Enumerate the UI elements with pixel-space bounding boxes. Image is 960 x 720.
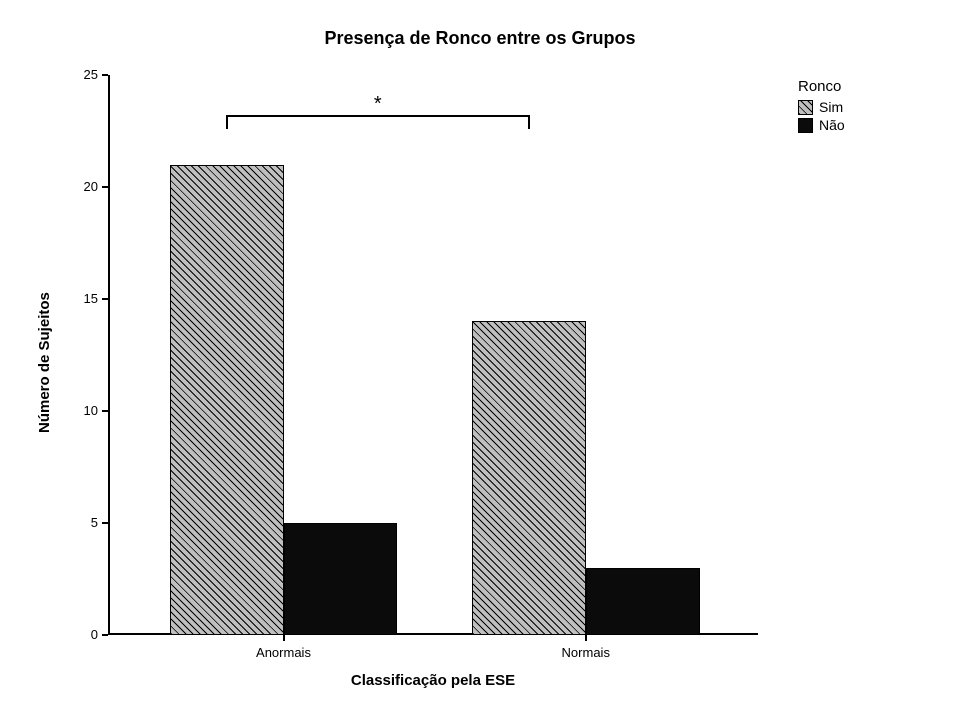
bar-normais-sim — [472, 321, 586, 635]
legend-swatch-sim — [798, 100, 813, 115]
y-tick-label: 0 — [58, 627, 98, 642]
significance-bracket-drop — [226, 115, 228, 129]
x-axis-label: Classificação pela ESE — [0, 672, 913, 689]
legend-swatch-nao — [798, 118, 813, 133]
bar-normais-nao — [586, 568, 700, 635]
legend: Ronco Sim Não — [798, 78, 845, 135]
y-tick — [102, 74, 108, 76]
y-tick-label: 25 — [58, 67, 98, 82]
legend-label-sim: Sim — [819, 99, 843, 115]
significance-marker: * — [358, 93, 398, 116]
y-tick-label: 15 — [58, 291, 98, 306]
y-tick — [102, 522, 108, 524]
legend-title: Ronco — [798, 78, 845, 95]
y-tick — [102, 186, 108, 188]
y-axis-label: Número de Sujeitos — [36, 293, 53, 434]
x-tick — [283, 635, 285, 641]
bar-anormais-nao — [284, 523, 398, 635]
bar-anormais-sim — [170, 165, 284, 635]
y-tick — [102, 634, 108, 636]
chart-title: Presença de Ronco entre os Grupos — [0, 28, 960, 49]
significance-bracket-drop — [528, 115, 530, 129]
x-tick — [585, 635, 587, 641]
y-tick-label: 5 — [58, 515, 98, 530]
y-tick-label: 20 — [58, 179, 98, 194]
legend-item-sim: Sim — [798, 99, 845, 115]
y-tick — [102, 298, 108, 300]
y-tick-label: 10 — [58, 403, 98, 418]
legend-item-nao: Não — [798, 117, 845, 133]
legend-label-nao: Não — [819, 117, 845, 133]
y-tick — [102, 410, 108, 412]
x-tick-label: Normais — [506, 645, 666, 660]
x-tick-label: Anormais — [204, 645, 364, 660]
